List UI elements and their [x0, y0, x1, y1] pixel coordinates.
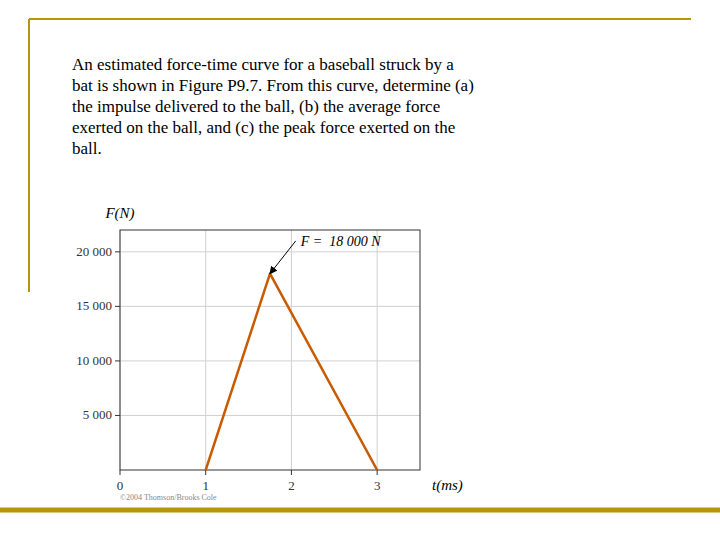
- tick-mark: [115, 415, 120, 416]
- annotation-text: F = 18 000 N: [300, 234, 381, 249]
- tick-mark: [115, 360, 120, 361]
- caption-line: the impulse delivered to the ball, (b) t…: [72, 97, 440, 116]
- y-axis-label: F(N): [104, 205, 134, 222]
- data-area: [206, 274, 377, 470]
- tick-mark: [377, 470, 378, 475]
- grid-line: [120, 251, 420, 252]
- grid-line: [377, 230, 378, 470]
- tick-label: 2: [288, 478, 295, 493]
- chart: An estimated force-time curve for a base…: [0, 0, 720, 540]
- border-bottom: [0, 508, 720, 513]
- x-axis-label: t(ms): [432, 477, 463, 494]
- grid-line: [291, 230, 292, 470]
- tick-label: 1: [202, 478, 209, 493]
- caption-line: ball.: [72, 139, 102, 158]
- plot-frame: [120, 230, 420, 470]
- tick-mark: [291, 470, 292, 475]
- tick-label: 5 000: [83, 407, 112, 422]
- tick-label: 10 000: [76, 353, 112, 368]
- border-top: [29, 18, 691, 20]
- tick-label: 3: [374, 478, 381, 493]
- grid: [120, 230, 420, 470]
- tick-label: 20 000: [76, 244, 112, 259]
- grid-line: [120, 360, 420, 361]
- caption-line: bat is shown in Figure P9.7. From this c…: [72, 76, 474, 95]
- tick-mark: [115, 306, 120, 307]
- axes: 0 1 2 3 5 000 10 000 15 000 20 000: [76, 230, 420, 493]
- tick-mark: [205, 470, 206, 475]
- caption: An estimated force-time curve for a base…: [72, 55, 474, 158]
- tick-mark: [120, 470, 121, 475]
- grid-line: [120, 415, 420, 416]
- border-left: [28, 19, 30, 292]
- annotation-arrow: [270, 241, 296, 274]
- caption-line: An estimated force-time curve for a base…: [72, 55, 454, 74]
- tick-label: 15 000: [76, 298, 112, 313]
- tick-label: 0: [117, 478, 124, 493]
- credit: ©2004 Thomson/Brooks Cole: [120, 493, 217, 502]
- grid-line: [120, 306, 420, 307]
- grid-line: [205, 230, 206, 470]
- caption-line: exerted on the ball, and (c) the peak fo…: [72, 118, 455, 137]
- tick-mark: [115, 251, 120, 252]
- line: [206, 274, 377, 470]
